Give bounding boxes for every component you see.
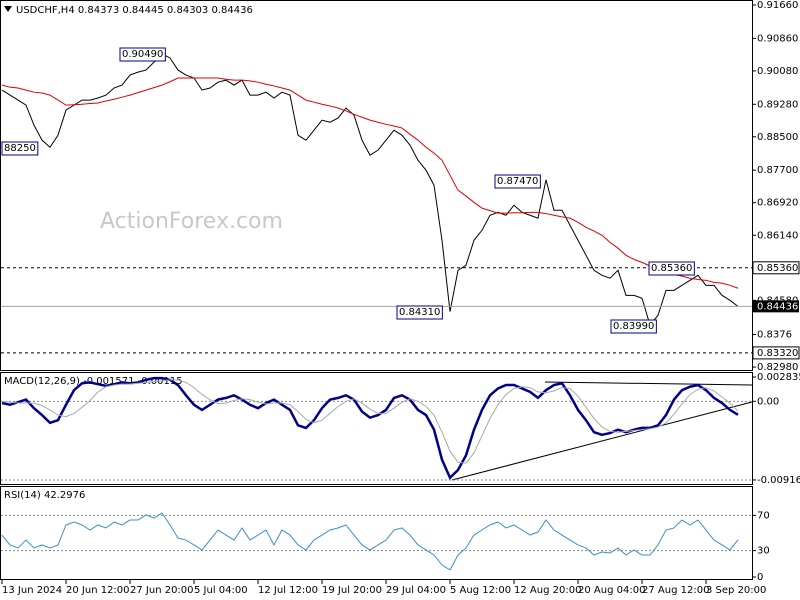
x-tick-label: 29 Jul 04:00 <box>386 585 446 596</box>
chart-title: USDCHF,H4 0.84373 0.84445 0.84303 0.8443… <box>16 5 253 16</box>
watermark: ActionForex.com <box>100 209 283 234</box>
y-tick-label: 0.91660 <box>757 0 798 11</box>
series-line <box>1 376 739 480</box>
series-line <box>1 53 739 326</box>
annotation: 0.83990 <box>613 321 654 332</box>
menu-icon <box>4 6 12 12</box>
y-tick-label: 0.00 <box>757 396 779 407</box>
y-tick-label: 0.90080 <box>757 66 798 77</box>
y-tick-label: 0.87700 <box>757 165 798 176</box>
last-price-box <box>753 300 799 313</box>
x-tick-label: 12 Aug 20:00 <box>514 585 581 596</box>
series-line <box>1 379 739 464</box>
annotation-box <box>1 141 39 156</box>
x-tick-label: 13 Jun 2024 <box>2 585 62 596</box>
annotation-box <box>396 305 443 320</box>
series-line <box>1 77 739 289</box>
y-tick-label: 70 <box>757 510 770 521</box>
annotation: 88250 <box>4 143 36 154</box>
x-tick-label: 20 Jun 12:00 <box>66 585 130 596</box>
x-tick-label: 12 Jul 12:00 <box>258 585 318 596</box>
y-tick-label: 0.8376 <box>757 330 792 341</box>
y-tick-label: 0.90860 <box>757 33 798 44</box>
series-line <box>1 512 739 571</box>
annotation-box <box>494 174 541 189</box>
macd-title: MACD(12,26,9) -0.001571 -0.00115 <box>4 376 183 387</box>
x-tick-label: 19 Jul 20:00 <box>322 585 382 596</box>
y-tick-label: 0.88500 <box>757 132 798 143</box>
rsi-title: RSI(14) 42.2976 <box>4 490 85 501</box>
level-label: 0.85360 <box>757 263 798 274</box>
annotation: 0.84310 <box>399 307 440 318</box>
x-tick-label: 3 Sep 20:00 <box>706 585 766 596</box>
level-label: 0.83320 <box>757 348 798 359</box>
y-tick-label: 30 <box>757 546 770 557</box>
x-tick-label: 20 Aug 04:00 <box>578 585 645 596</box>
y-tick-label: 0.89280 <box>757 99 798 110</box>
annotation-box <box>119 47 166 62</box>
annotation-box <box>610 319 657 334</box>
y-tick-label: 0 <box>757 572 763 583</box>
x-tick-label: 5 Aug 12:00 <box>450 585 511 596</box>
x-tick-label: 27 Aug 12:00 <box>642 585 709 596</box>
rsi-panel <box>0 486 753 580</box>
level-box <box>752 346 800 360</box>
y-tick-label: 0.82980 <box>757 362 798 373</box>
last-price-label: 0.84436 <box>757 301 798 312</box>
annotation: 0.87470 <box>497 176 538 187</box>
y-tick-label: -0.009161 <box>757 475 800 486</box>
price-panel <box>0 0 753 371</box>
trendline <box>544 381 753 386</box>
y-tick-label: 0.86140 <box>757 230 798 241</box>
annotation-box <box>648 261 695 276</box>
x-tick-label: 27 Jun 20:00 <box>130 585 194 596</box>
y-tick-label: 0.002835 <box>757 372 800 383</box>
x-tick-label: 5 Jul 04:00 <box>194 585 248 596</box>
annotation: 0.85360 <box>651 263 692 274</box>
annotation: 0.90490 <box>122 49 163 60</box>
trendline <box>451 401 753 481</box>
level-box <box>752 261 800 275</box>
y-tick-label: 0.86920 <box>757 198 798 209</box>
macd-panel <box>0 372 753 485</box>
